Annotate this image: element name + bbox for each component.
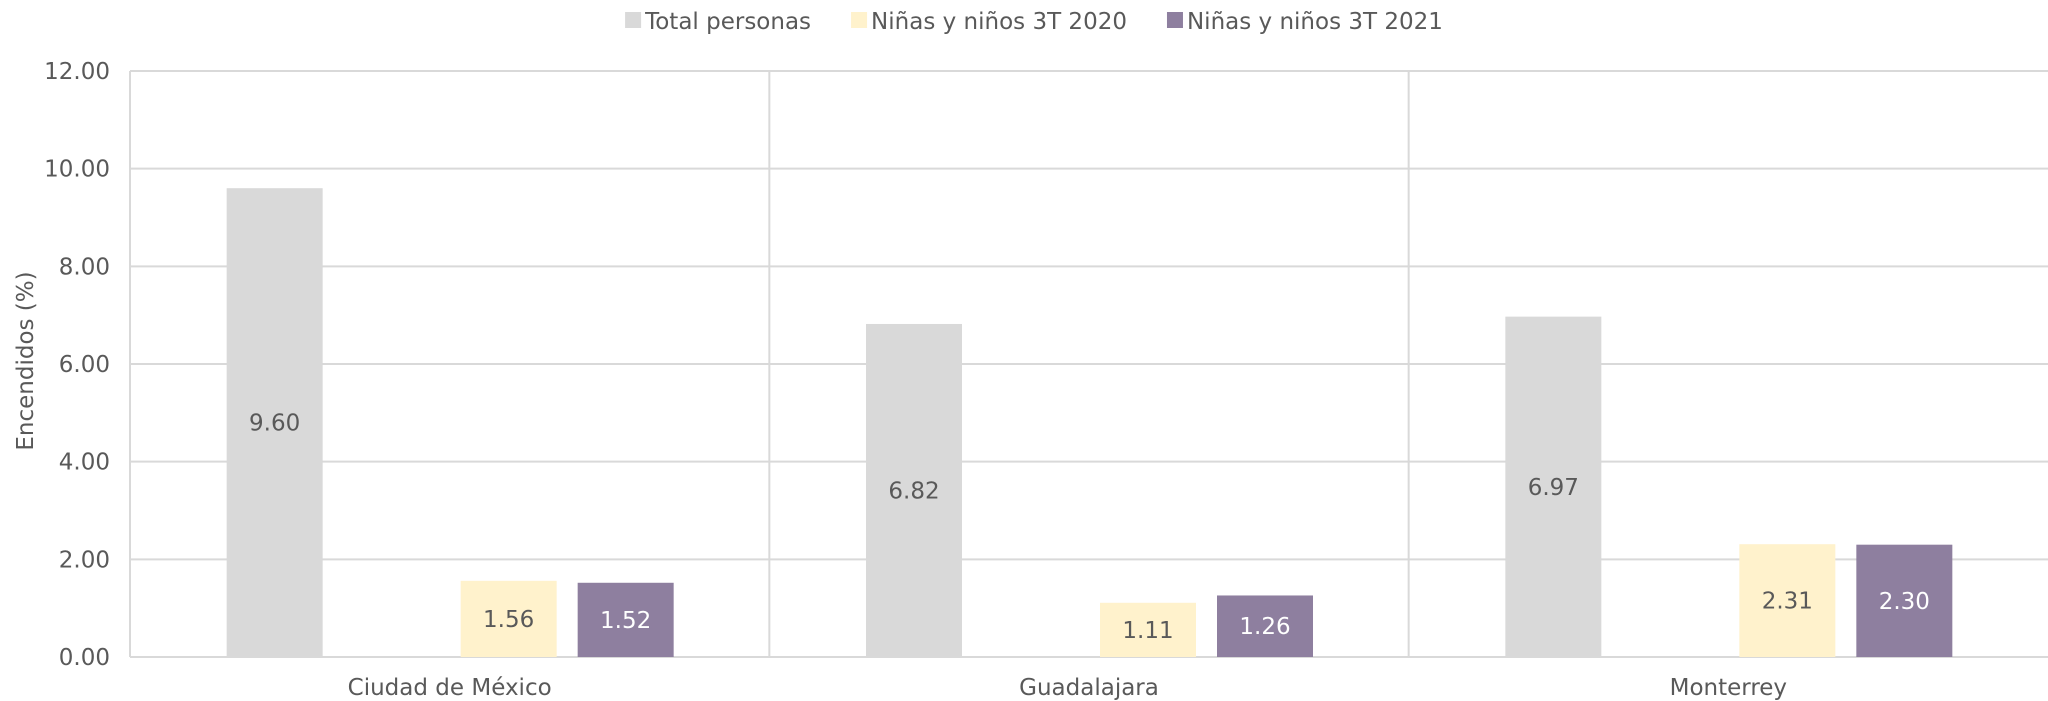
legend-item: Total personas	[625, 9, 811, 35]
bar	[1100, 602, 1196, 657]
data-labels: 9.60 1.56 1.52 6.82 1.11 1.26 6.97 2.31 2.30	[249, 411, 1930, 644]
legend-swatch	[1166, 12, 1183, 28]
y-axis-ticks: 0.00 2.00 4.00 6.00 8.00 10.00 12.00	[44, 59, 110, 671]
data-label: 9.60	[249, 411, 300, 437]
bar	[1505, 316, 1602, 657]
legend-swatch	[625, 12, 642, 28]
legend-item: Niñas y niños 3T 2021	[1166, 9, 1443, 35]
y-tick-label: 6.00	[59, 352, 110, 378]
data-label: 1.11	[1122, 618, 1173, 644]
bar	[1856, 544, 1953, 657]
y-tick-label: 8.00	[59, 254, 110, 280]
gridlines	[129, 70, 2048, 658]
data-label: 2.30	[1879, 589, 1930, 615]
data-label: 6.82	[888, 478, 939, 504]
bar	[1217, 595, 1313, 657]
bar	[577, 582, 674, 657]
data-label: 1.52	[600, 608, 651, 634]
category-label: Guadalajara	[1019, 675, 1159, 701]
y-tick-label: 10.00	[44, 157, 110, 183]
legend-swatch	[851, 12, 868, 28]
legend-label: Niñas y niños 3T 2020	[871, 9, 1127, 35]
data-label: 6.97	[1528, 475, 1579, 501]
y-tick-label: 2.00	[59, 547, 110, 573]
category-label: Ciudad de México	[348, 675, 552, 701]
data-label: 2.31	[1762, 589, 1813, 615]
category-labels: Ciudad de México Guadalajara Monterrey	[348, 675, 1787, 701]
y-tick-label: 0.00	[59, 645, 110, 671]
category-label: Monterrey	[1670, 675, 1787, 701]
bar	[1739, 544, 1836, 657]
legend-label: Niñas y niños 3T 2021	[1187, 9, 1443, 35]
legend: Total personas Niñas y niños 3T 2020 Niñas…	[625, 9, 1443, 35]
legend-label: Total personas	[644, 9, 811, 35]
bar	[460, 580, 557, 657]
data-label: 1.26	[1239, 614, 1290, 640]
bars	[226, 188, 1953, 657]
y-tick-label: 4.00	[59, 450, 110, 476]
y-axis-title: Encendidos (%)	[13, 271, 39, 450]
legend-item: Niñas y niños 3T 2020	[851, 9, 1127, 35]
bar	[866, 323, 962, 657]
bar	[226, 188, 323, 657]
y-tick-label: 12.00	[44, 59, 110, 85]
data-label: 1.56	[483, 607, 534, 633]
